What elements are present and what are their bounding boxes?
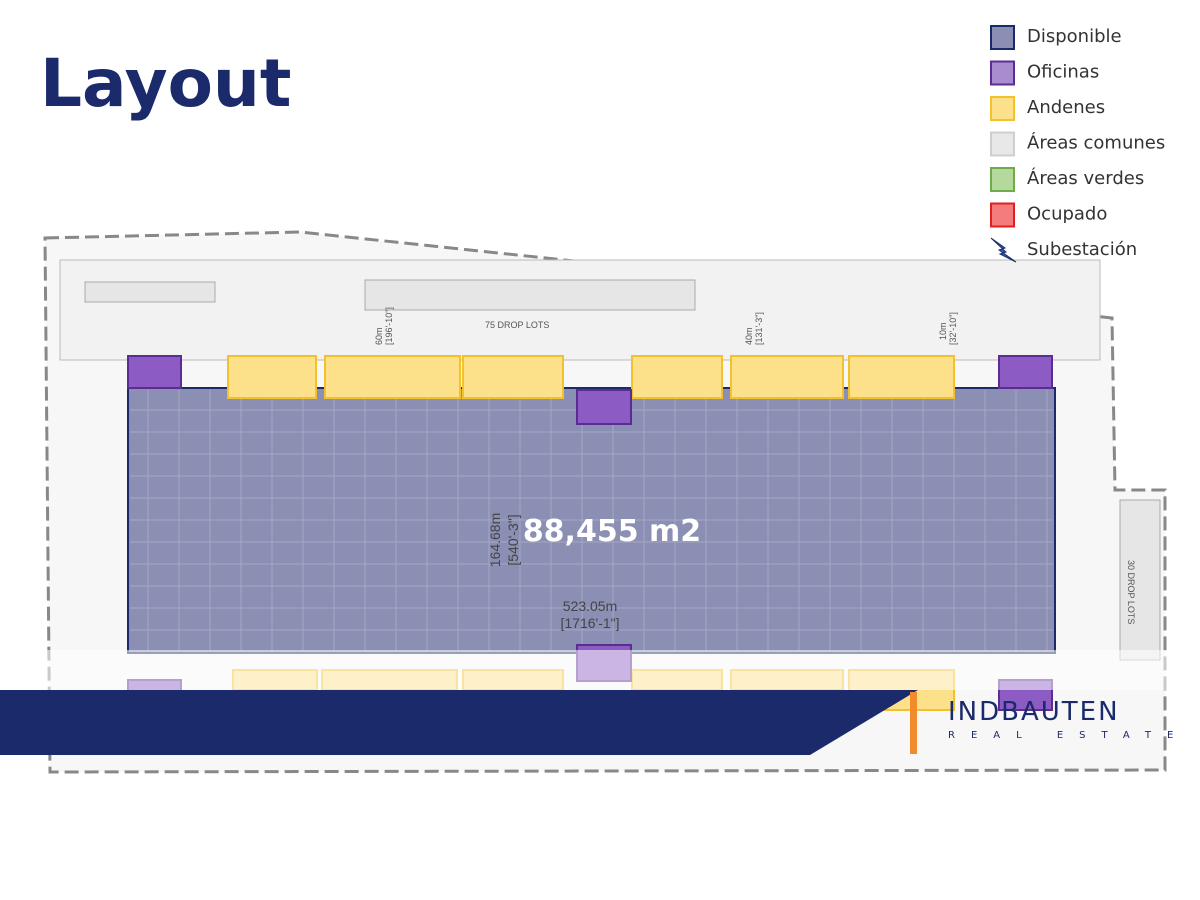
area-label: 88,455 m2 <box>523 514 701 549</box>
legend-label: Andenes <box>1027 97 1105 118</box>
plan-label: 30 DROP LOTS <box>1126 560 1136 624</box>
legend-label: Áreas verdes <box>1027 167 1144 189</box>
legend-swatch <box>990 60 1015 86</box>
logo-bar <box>910 692 917 754</box>
plan-label: 40m <box>744 327 754 345</box>
footer-band <box>0 690 918 755</box>
plan-label: 60m <box>374 327 384 345</box>
dock <box>324 355 461 399</box>
plan-label: 10m <box>938 322 948 340</box>
plan-label: 164.68m <box>487 513 503 567</box>
legend-swatch <box>990 96 1015 121</box>
plan-label: [32'-10"] <box>948 312 958 345</box>
legend-swatch <box>990 202 1015 228</box>
office <box>998 355 1053 389</box>
parking-row <box>1119 499 1161 661</box>
logo-name: INDBAUTEN <box>948 697 1120 727</box>
dock <box>848 355 955 399</box>
dock <box>631 355 723 399</box>
plan-label: 523.05m <box>563 598 617 614</box>
legend: Disponible Oficinas Andenes Áreas comunes Ár… <box>990 25 1165 263</box>
overlay-strip <box>0 650 1200 690</box>
parking-row <box>84 281 216 303</box>
legend-swatch <box>990 167 1015 192</box>
dock <box>730 355 844 399</box>
plan-label: 75 DROP LOTS <box>485 320 549 330</box>
plan-label: [540'-3"] <box>505 514 521 565</box>
legend-label: Ocupado <box>1027 204 1107 225</box>
parking-row <box>364 279 696 311</box>
legend-icon <box>990 237 1017 263</box>
legend-label: Oficinas <box>1027 62 1099 83</box>
plan-label: [131'-3"] <box>754 312 764 345</box>
office <box>576 389 632 425</box>
legend-swatch <box>990 131 1015 157</box>
legend-label: Disponible <box>1027 26 1122 47</box>
plan-label: [196'-10"] <box>384 307 394 345</box>
dock <box>462 355 564 399</box>
logo-tagline: REAL ESTATE <box>948 730 1189 741</box>
legend-label: Subestación <box>1027 239 1137 260</box>
office <box>127 355 182 389</box>
title: Layout <box>40 45 291 122</box>
legend-swatch <box>990 25 1015 50</box>
plan-label: [1716'-1"] <box>560 615 619 631</box>
dock <box>227 355 317 399</box>
legend-label: Áreas comunes <box>1027 132 1165 154</box>
